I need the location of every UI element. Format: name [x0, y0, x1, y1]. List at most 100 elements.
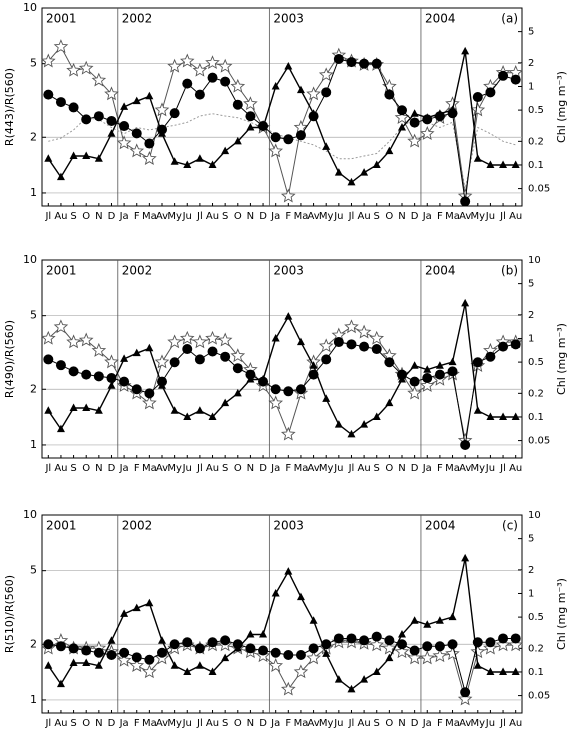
triangle-marker [360, 675, 369, 683]
circle-marker [55, 360, 66, 371]
x-tick-label: My [319, 211, 334, 222]
x-tick-label: Av [459, 718, 471, 729]
triangle-marker [385, 146, 394, 155]
x-tick-label: Ma [142, 718, 157, 729]
series-line [47, 558, 516, 691]
triangle-marker [473, 406, 482, 414]
star-marker [293, 664, 309, 679]
triangle-marker [271, 333, 280, 342]
star-marker [78, 332, 94, 347]
triangle-marker [120, 102, 129, 110]
circle-marker [144, 138, 155, 149]
circle-marker [460, 687, 471, 698]
triangle-marker [183, 160, 192, 168]
x-tick-label: Ju [485, 463, 495, 474]
series-line [48, 113, 516, 189]
x-tick-label: My [471, 463, 486, 474]
circle-marker [106, 115, 117, 126]
circle-marker [270, 132, 281, 143]
star-marker [167, 58, 182, 73]
x-tick-label: Ma [294, 211, 309, 222]
x-tick-label: S [222, 211, 228, 222]
triangle-marker [511, 160, 520, 168]
x-tick-label: Ja [422, 718, 432, 729]
star-marker [369, 330, 385, 345]
y2-tick-label: 0.5 [528, 357, 544, 368]
triangle-marker [511, 412, 520, 420]
circle-marker [283, 649, 294, 660]
triangle-marker [69, 403, 78, 412]
triangle-marker [221, 146, 230, 155]
triangle-marker [486, 667, 495, 675]
x-tick-label: Au [54, 718, 67, 729]
circle-marker [182, 78, 193, 89]
triangle-marker [284, 567, 293, 575]
circle-marker [207, 637, 218, 648]
star-marker [243, 96, 258, 111]
circle-marker [321, 87, 332, 98]
x-tick-label: Ma [294, 718, 309, 729]
circle-marker [498, 633, 509, 644]
circle-marker [346, 633, 357, 644]
circle-marker [131, 384, 142, 395]
y-tick-label: 10 [23, 1, 37, 14]
triangle-marker [94, 661, 103, 669]
triangle-marker [360, 420, 369, 428]
triangle-marker [410, 109, 419, 117]
triangle-marker [233, 136, 242, 145]
x-tick-label: Jl [499, 718, 506, 729]
x-tick-label: N [398, 463, 405, 474]
circle-marker [194, 89, 205, 100]
star-marker [142, 151, 157, 165]
circle-marker [498, 70, 509, 81]
x-tick-label: Jl [348, 463, 355, 474]
y2-tick-label: 1 [528, 333, 534, 344]
circle-marker [460, 196, 471, 207]
circle-marker [220, 635, 231, 646]
triangle-marker [360, 168, 369, 176]
circle-marker [81, 369, 92, 380]
circle-marker [258, 645, 269, 656]
x-tick-label: Au [206, 211, 219, 222]
y2-tick-label: 1 [528, 588, 534, 599]
triangle-marker [271, 588, 280, 597]
x-tick-label: Ja [119, 463, 129, 474]
triangle-marker [435, 361, 444, 369]
circle-marker [182, 637, 193, 648]
circle-marker [308, 369, 319, 380]
star-marker [483, 640, 498, 655]
x-tick-label: N [398, 718, 405, 729]
circle-marker [447, 639, 458, 650]
triangle-marker [82, 151, 91, 160]
x-tick-label: Au [358, 718, 371, 729]
x-tick-label: D [411, 718, 419, 729]
y-axis-label: R(443)/R(560) [3, 68, 16, 146]
circle-marker [270, 384, 281, 395]
y-tick-label: 10 [23, 508, 37, 521]
x-tick-label: F [134, 211, 140, 222]
triangle-marker [296, 85, 305, 94]
circle-marker [93, 647, 104, 658]
circle-marker [232, 363, 243, 374]
star-marker [129, 658, 145, 672]
x-tick-label: F [437, 718, 443, 729]
y2-tick-label: 0.05 [528, 184, 550, 195]
x-tick-label: D [411, 463, 419, 474]
circle-marker [447, 108, 458, 119]
y2-tick-label: 0.2 [528, 388, 544, 399]
triangle-marker [296, 337, 305, 346]
triangle-marker [334, 168, 343, 176]
x-tick-label: Ja [119, 718, 129, 729]
circle-marker [93, 371, 104, 382]
circle-marker [283, 386, 294, 397]
y2-tick-label: 2 [528, 58, 534, 69]
circle-marker [194, 354, 205, 365]
triangle-marker [44, 406, 53, 414]
y2-tick-label: 0.2 [528, 136, 544, 147]
x-tick-label: Jl [499, 463, 506, 474]
star-marker [142, 664, 157, 679]
series-line [48, 341, 516, 445]
x-tick-label: F [285, 463, 291, 474]
triangle-marker [448, 612, 457, 621]
y-tick-label: 5 [30, 57, 37, 70]
